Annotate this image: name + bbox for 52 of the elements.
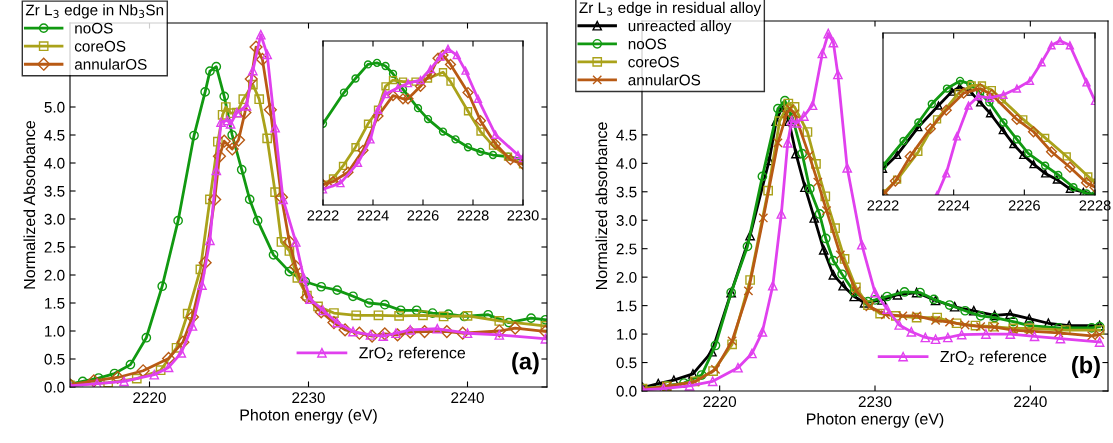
y-tick-label: 4.0 (44, 157, 65, 169)
x-tick-label: 2230 (507, 210, 539, 221)
annotation: (a) (512, 352, 539, 375)
y-tick-label: 0.0 (616, 385, 637, 397)
y-tick-label: 4.0 (616, 158, 637, 169)
y-tick-label: 3.0 (44, 213, 65, 225)
y-tick-label: 2.5 (44, 241, 65, 253)
legend-label: ZrO$_{2}$ reference (359, 346, 466, 361)
y-axis-title: Normalized absorbance (595, 122, 608, 290)
x-tick-label: 2222 (867, 200, 899, 211)
y-tick-label: 1.5 (617, 300, 637, 312)
legend-label: ZrO$_{2}$ reference (940, 350, 1047, 365)
legend-title: Zr L$_{3}$ edge in Nb$_{3}$Sn (25, 4, 164, 19)
legend-label: annularOS (628, 74, 701, 86)
x-tick-label: 2226 (407, 210, 439, 221)
x-tick-label: 2220 (133, 392, 166, 404)
legend-label: unreacted alloy (628, 20, 732, 35)
y-tick-label: 4.5 (44, 130, 65, 141)
x-tick-label: 2230 (292, 392, 325, 404)
y-tick-label: 3.5 (616, 186, 637, 198)
legend-label: annularOS (74, 58, 147, 70)
x-tick-label: 2226 (1008, 200, 1040, 211)
x-tick-label: 2228 (457, 210, 489, 221)
y-tick-label: 2.0 (616, 272, 637, 283)
y-tick-label: 0.5 (44, 353, 65, 365)
y-tick-label: 3.0 (616, 215, 637, 226)
x-tick-label: 2224 (938, 200, 970, 211)
legend-label: noOS (628, 38, 667, 50)
x-axis-title: Photon energy (eV) (807, 412, 944, 428)
y-tick-label: 1.0 (617, 328, 637, 340)
y-tick-label: 2.0 (44, 269, 65, 281)
x-tick-label: 2230 (858, 396, 892, 408)
y-tick-label: 1.0 (45, 325, 65, 337)
x-tick-label: 2220 (703, 396, 737, 408)
y-tick-label: 1.5 (45, 298, 65, 309)
x-tick-label: 2240 (1014, 396, 1047, 408)
legend-label: coreOS (628, 56, 679, 68)
y-tick-label: 0.5 (616, 357, 637, 369)
x-axis-title: Photon energy (eV) (240, 408, 377, 424)
y-tick-label: 3.5 (44, 185, 65, 197)
y-tick-label: 2.5 (616, 243, 637, 255)
y-tick-label: 0.0 (44, 381, 65, 393)
y-tick-label: 5.0 (44, 101, 65, 113)
y-axis-title: Normalized Absorbance (23, 120, 36, 289)
y-tick-label: 4.5 (616, 129, 637, 141)
x-tick-label: 2240 (451, 392, 484, 404)
legend-label: coreOS (74, 40, 126, 52)
x-tick-label: 2224 (357, 210, 389, 221)
annotation: (b) (1072, 356, 1100, 379)
legend-label: noOS (75, 22, 113, 34)
x-tick-label: 2222 (307, 210, 339, 221)
legend-title: Zr L$_{3}$ edge in residual alloy (579, 1, 762, 17)
